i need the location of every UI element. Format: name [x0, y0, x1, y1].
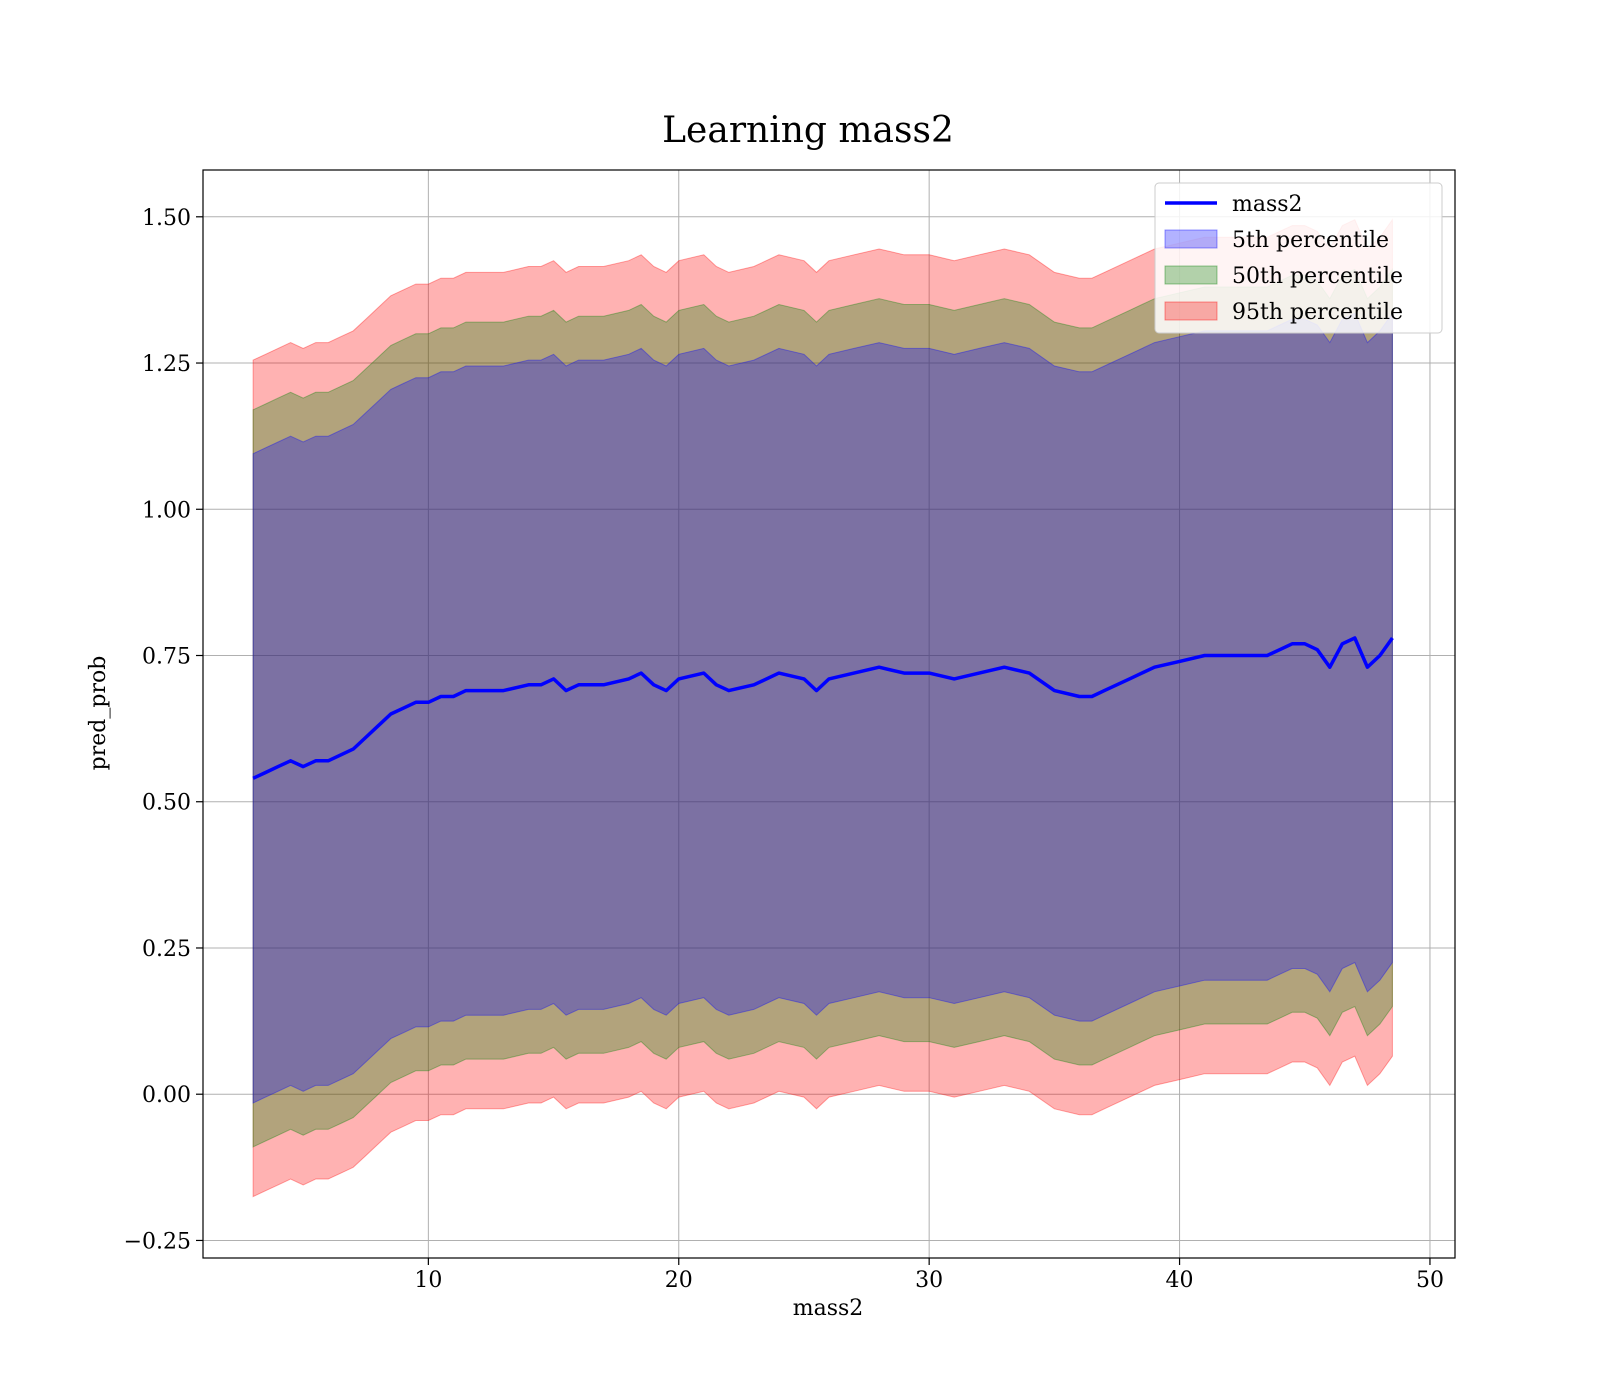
y-tick-label: 0.25	[142, 937, 191, 962]
legend-entry-label: mass2	[1232, 192, 1303, 217]
y-tick-label: 0.75	[142, 645, 191, 670]
x-tick-label: 40	[1166, 1268, 1194, 1293]
chart-title: Learning mass2	[662, 110, 954, 151]
y-tick-label: 1.00	[142, 498, 191, 523]
x-tick-label: 20	[665, 1268, 693, 1293]
legend-swatch-band	[1164, 229, 1218, 249]
series-line-mass2	[252, 636, 1394, 780]
y-tick-label: 1.25	[142, 352, 191, 377]
legend-swatch-band	[1164, 301, 1218, 321]
band-95th-percentile	[252, 218, 1393, 1198]
x-axis-label: mass2	[793, 1296, 864, 1321]
x-tick-label: 10	[414, 1268, 442, 1293]
x-tick-label: 50	[1416, 1268, 1444, 1293]
legend-swatch-band	[1164, 265, 1218, 285]
band-50th-percentile	[252, 267, 1393, 1148]
y-tick-label: 1.50	[142, 206, 191, 231]
legend: mass2 5th percentile 50th percentile 95th p…	[1154, 182, 1443, 334]
legend-box	[1154, 182, 1443, 334]
legend-entry-label: 5th percentile	[1232, 228, 1389, 253]
y-tick-label: −0.25	[124, 1229, 191, 1254]
y-tick-label: 0.00	[142, 1083, 191, 1108]
plot-frame	[202, 169, 1456, 1259]
legend-entry-label: 50th percentile	[1232, 264, 1403, 289]
legend-entry-label: 95th percentile	[1232, 300, 1403, 325]
band-5th-percentile	[252, 311, 1393, 1104]
y-axis-label: pred_prob	[86, 656, 111, 771]
x-tick-label: 30	[915, 1268, 943, 1293]
y-tick-label: 0.50	[142, 791, 191, 816]
